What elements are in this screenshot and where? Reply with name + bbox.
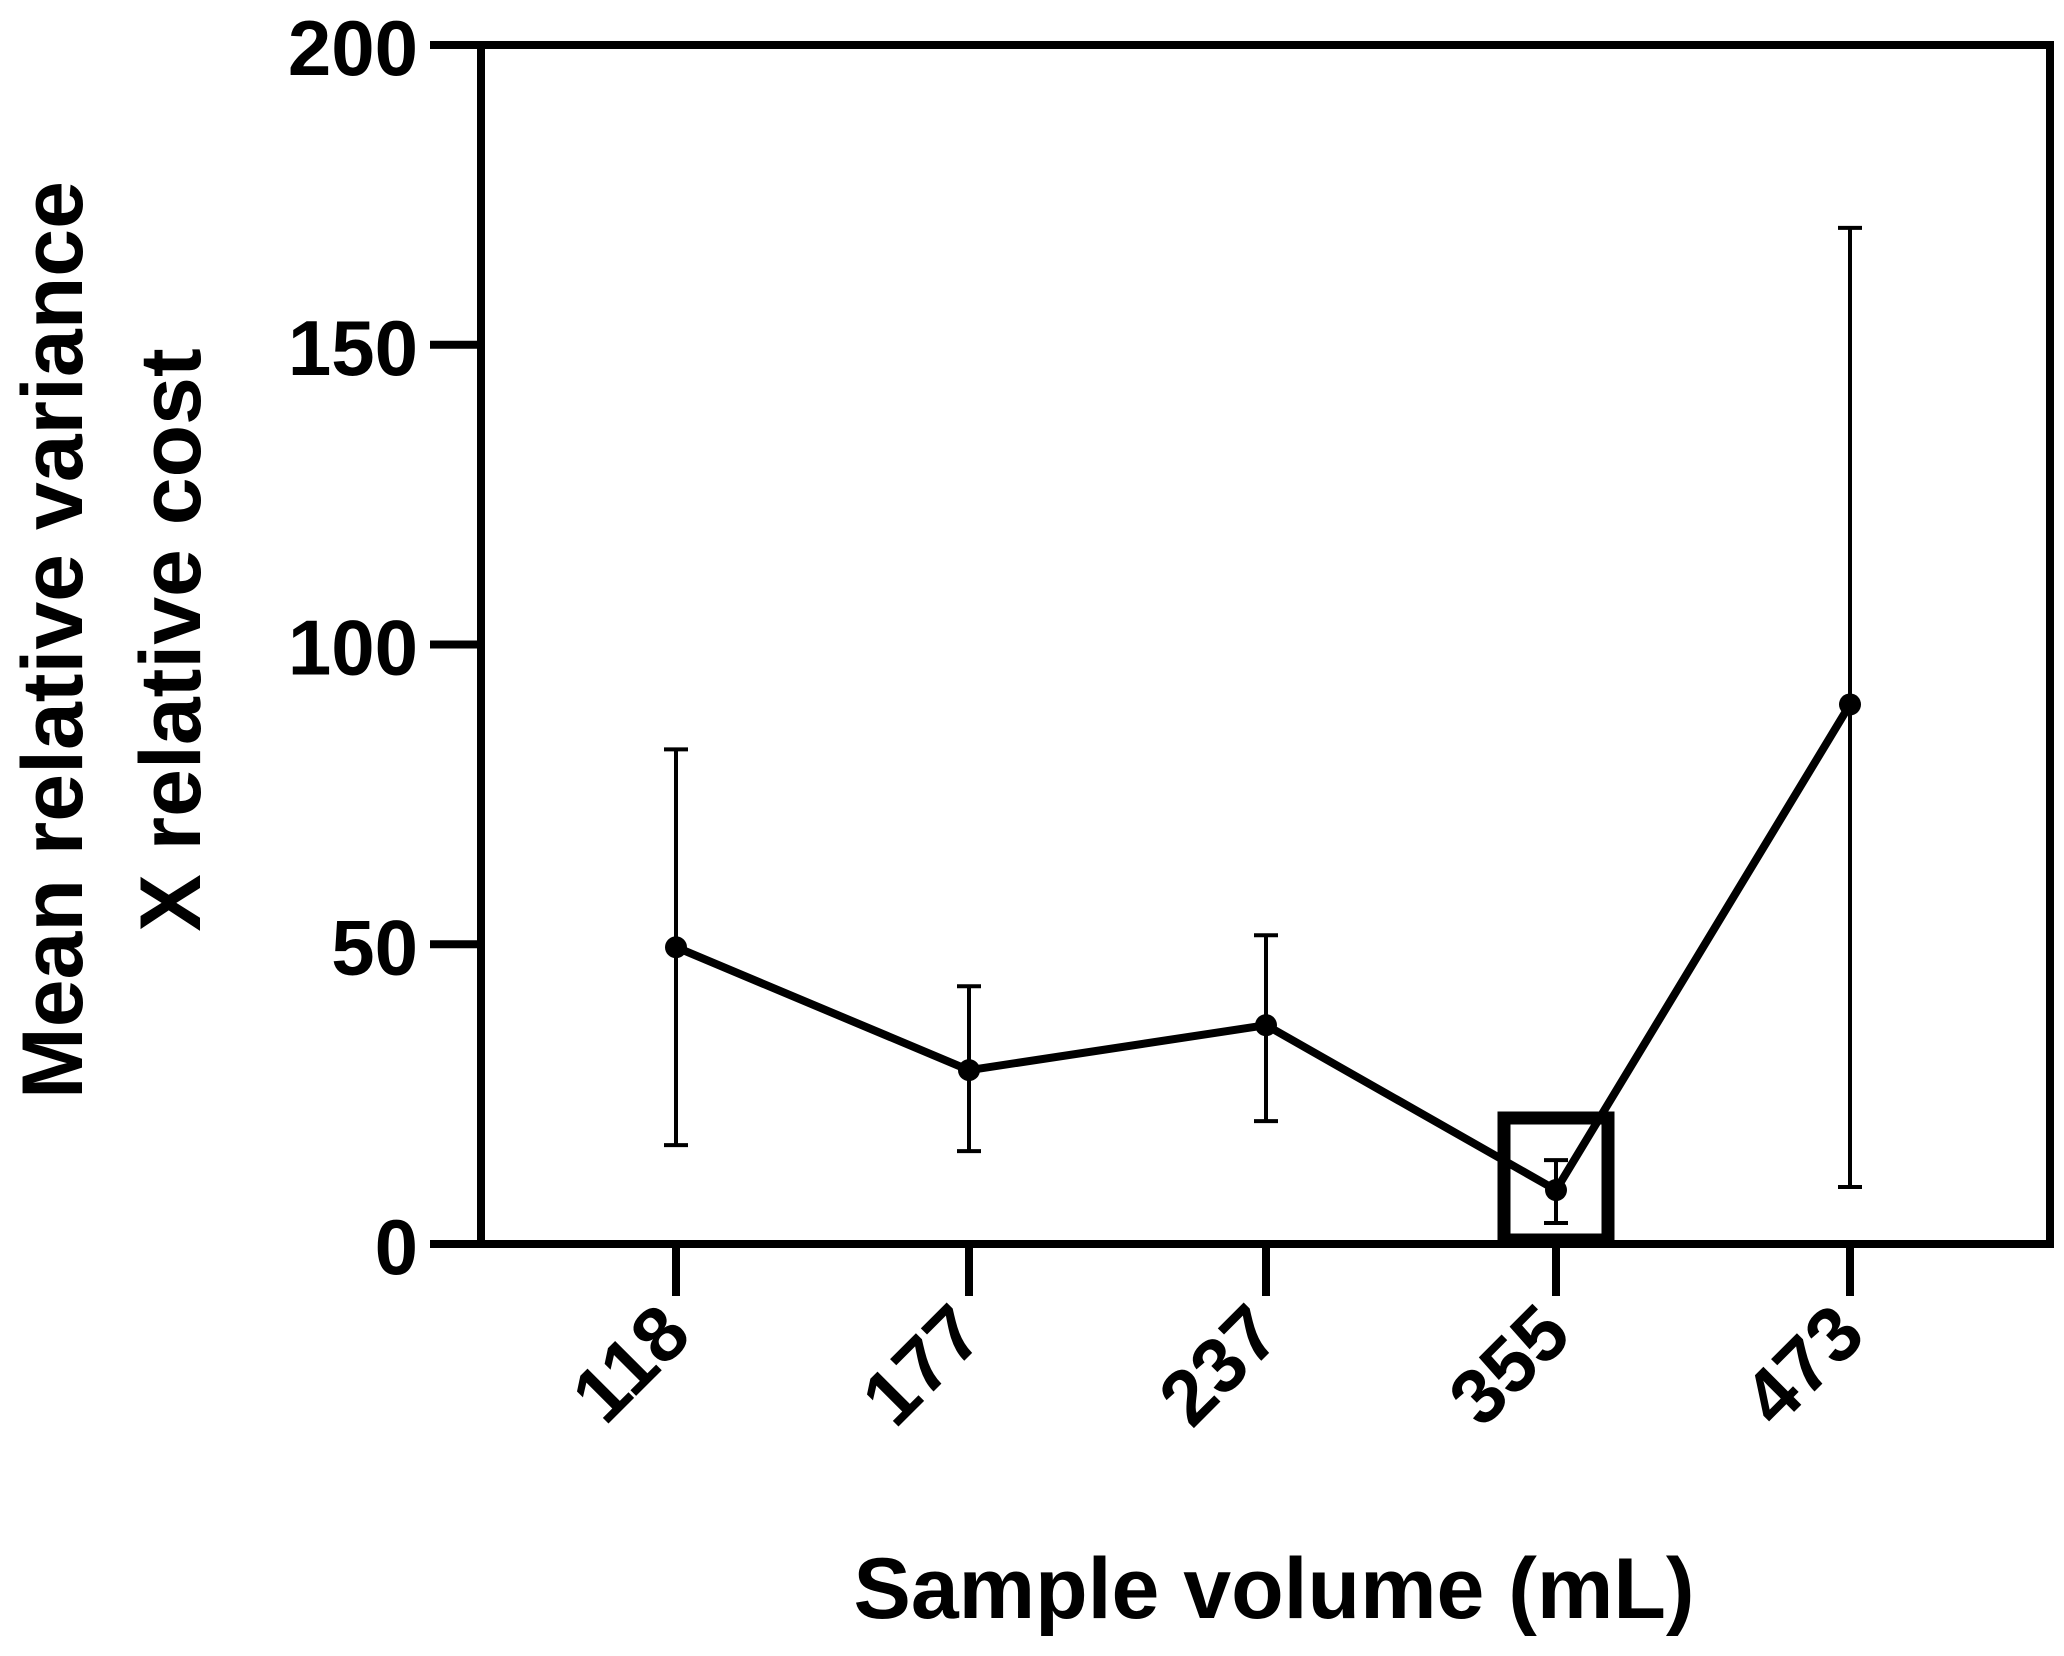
y-tick-label: 0: [375, 1203, 418, 1291]
y-tick-label: 200: [288, 4, 418, 92]
series-line: [674, 702, 1854, 1195]
x-tick-label: 355: [1432, 1288, 1586, 1442]
y-tick-label: 100: [288, 604, 418, 692]
y-axis-title-line-1: Mean relative variance: [5, 181, 101, 1099]
data-point: [1545, 1179, 1567, 1202]
data-point: [665, 936, 687, 959]
x-tick-label: 473: [1726, 1288, 1880, 1442]
y-tick-label: 50: [331, 903, 418, 991]
y-tick-label: 150: [288, 304, 418, 392]
highlight-box: [1497, 1111, 1615, 1247]
data-point: [958, 1059, 980, 1082]
data-point: [1839, 693, 1861, 716]
x-tick-label: 237: [1142, 1288, 1296, 1442]
data-point: [1255, 1014, 1277, 1037]
y-axis-title-line-2: X relative cost: [123, 348, 219, 931]
x-tick-label: 177: [845, 1288, 999, 1442]
x-axis-title: Sample volume (mL): [853, 1541, 1694, 1637]
x-tick-label: 118: [555, 1288, 706, 1439]
